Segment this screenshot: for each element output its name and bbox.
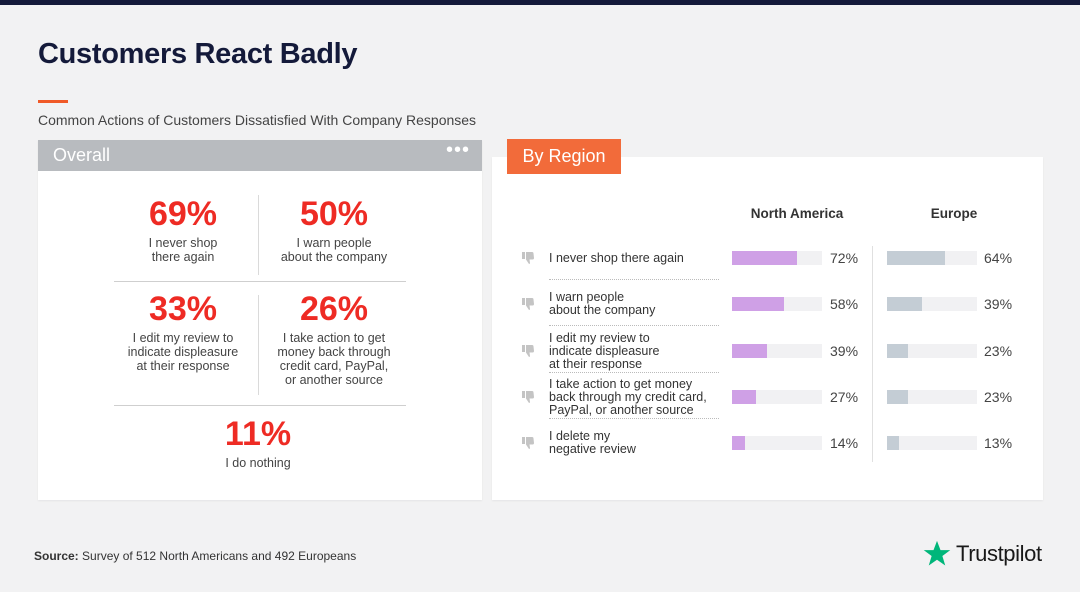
overall-stat-item: 69% I never shop there again xyxy=(108,195,258,264)
bar-track xyxy=(887,251,977,265)
bar-fill xyxy=(732,297,785,311)
overall-stat-percent: 33% xyxy=(148,290,218,328)
region-row-label: I never shop there again xyxy=(549,250,684,265)
overall-tab-label: Overall xyxy=(53,145,111,165)
bar-value-label: 64% xyxy=(984,250,1013,266)
overall-stat-percent: 11% xyxy=(224,415,292,453)
bar-fill xyxy=(732,251,797,265)
overall-tab: Overall ••• xyxy=(38,139,482,171)
thumbs-down-icon xyxy=(522,345,534,357)
bar-track xyxy=(887,390,977,404)
bar-track xyxy=(732,297,822,311)
region-row-separator xyxy=(549,418,719,419)
overall-stat-label: I edit my review to indicate displeasure a… xyxy=(127,331,239,373)
more-options-icon[interactable]: ••• xyxy=(445,139,470,161)
bar-fill xyxy=(732,436,745,450)
bar-fill xyxy=(887,251,945,265)
region-row-separator xyxy=(549,279,719,280)
region-tab[interactable]: By Region xyxy=(507,139,621,174)
overall-stat-label: I warn people about the company xyxy=(280,236,388,264)
bar-value-label: 23% xyxy=(984,343,1013,359)
stat-divider-vertical xyxy=(258,195,259,275)
overall-stat-item: 33% I edit my review to indicate displeasu… xyxy=(108,290,258,373)
overall-stat-label: I never shop there again xyxy=(148,236,218,264)
overall-stat-label: I take action to get money back through cr… xyxy=(277,331,391,387)
overall-stat-percent: 69% xyxy=(148,195,218,233)
bar-fill xyxy=(887,344,908,358)
region-row-label: I take action to get money back through m… xyxy=(549,376,707,417)
bar-fill xyxy=(887,390,908,404)
source-note: Source: Survey of 512 North Americans an… xyxy=(34,549,356,563)
bar-track xyxy=(887,297,977,311)
region-row-label: I edit my review to indicate displeasure a… xyxy=(549,330,660,371)
overall-stat-item: 11% I do nothing xyxy=(183,415,333,470)
thumbs-down-icon xyxy=(522,298,534,310)
region-column-header: Europe xyxy=(930,206,978,221)
source-text: Survey of 512 North Americans and 492 Eu… xyxy=(78,549,357,563)
overall-stat-label: I do nothing xyxy=(225,456,291,470)
bar-track xyxy=(732,390,822,404)
brand-name: Trustpilot xyxy=(956,541,1042,566)
page-title: Customers React Badly xyxy=(38,38,358,70)
bar-value-label: 39% xyxy=(984,296,1013,312)
overall-panel: Overall ••• 69% I never shop there again 50… xyxy=(38,139,482,500)
bar-value-label: 27% xyxy=(830,389,859,405)
thumbs-down-icon xyxy=(522,437,534,449)
bar-value-label: 23% xyxy=(984,389,1013,405)
bar-value-label: 39% xyxy=(830,343,859,359)
overall-stat-item: 26% I take action to get money back throug… xyxy=(259,290,409,387)
bar-track xyxy=(887,436,977,450)
title-accent-line xyxy=(38,100,68,103)
overall-stat-percent: 26% xyxy=(299,290,369,328)
bar-value-label: 13% xyxy=(984,435,1013,451)
source-label: Source: xyxy=(34,549,79,563)
top-bar xyxy=(0,0,1080,5)
thumbs-down-icon xyxy=(522,391,534,403)
bar-fill xyxy=(732,344,768,358)
page-subtitle: Common Actions of Customers Dissatisfied… xyxy=(38,112,477,128)
bar-fill xyxy=(887,436,899,450)
region-row-separator xyxy=(549,372,719,373)
bar-fill xyxy=(732,390,757,404)
region-row-separator xyxy=(549,325,719,326)
stat-divider-horizontal xyxy=(114,405,406,406)
bar-value-label: 72% xyxy=(830,250,859,266)
bar-fill xyxy=(887,297,923,311)
region-row-label: I warn people about the company xyxy=(549,290,656,317)
bar-value-label: 14% xyxy=(830,435,859,451)
overall-stat-item: 50% I warn people about the company xyxy=(259,195,409,264)
bar-track xyxy=(732,251,822,265)
bar-track xyxy=(732,436,822,450)
region-column-divider xyxy=(872,246,873,462)
region-column-header: North America xyxy=(750,206,844,221)
trustpilot-logo: Trustpilot xyxy=(922,537,1042,571)
bar-track xyxy=(887,344,977,358)
region-row-label: I delete my negative review xyxy=(549,429,636,456)
stat-divider-vertical xyxy=(258,295,259,395)
star-icon xyxy=(923,540,951,566)
thumbs-down-icon xyxy=(522,252,534,264)
bar-value-label: 58% xyxy=(830,296,859,312)
stat-divider-horizontal xyxy=(114,281,406,282)
overall-stat-percent: 50% xyxy=(299,195,369,233)
bar-track xyxy=(732,344,822,358)
